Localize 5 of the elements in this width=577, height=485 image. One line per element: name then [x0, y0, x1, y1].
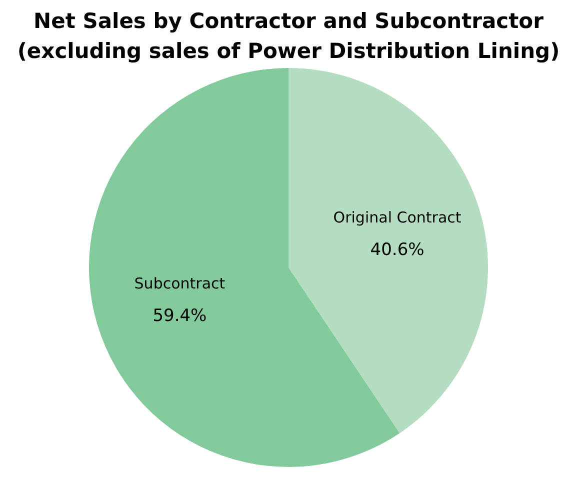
data-label: 59.4%	[152, 306, 207, 326]
chart-title: Net Sales by Contractor and Subcontractor (excluding sales of Power Distribution Lining)	[16, 8, 561, 65]
slice-label: Original Contract	[333, 208, 462, 226]
slice-label: Subcontract	[134, 274, 226, 292]
data-label: 40.6%	[370, 240, 424, 260]
